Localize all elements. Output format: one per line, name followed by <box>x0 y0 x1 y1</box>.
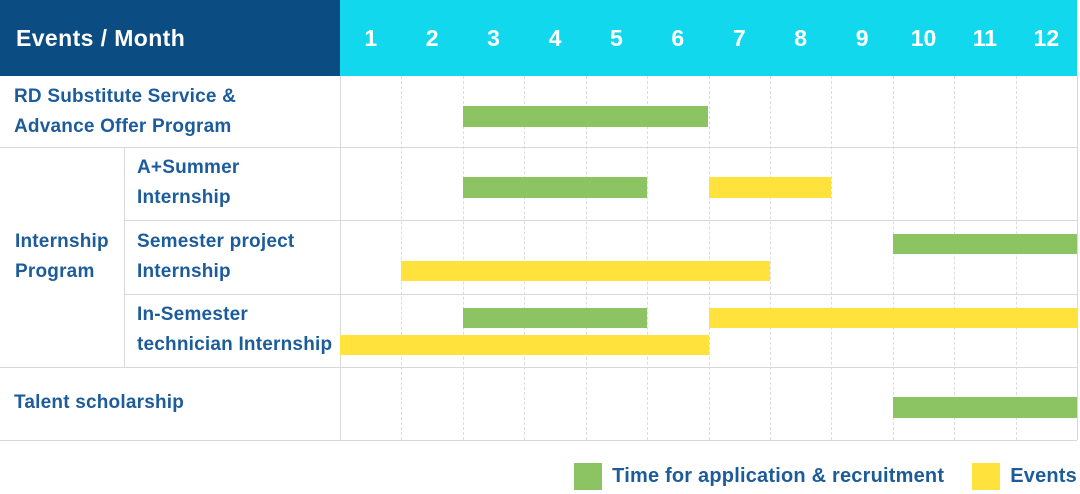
grid-hline <box>0 440 1077 441</box>
group-label-line: Internship <box>15 230 109 252</box>
grid-vline <box>462 76 464 440</box>
legend-label-application: Time for application & recruitment <box>612 464 945 487</box>
month-label: 6 <box>671 24 685 51</box>
grid-vline <box>124 147 125 367</box>
row-label-line: Talent scholarship <box>14 392 185 413</box>
month-label: 4 <box>548 24 562 51</box>
header-corner: Events / Month <box>0 0 340 76</box>
grid-hline <box>124 294 1077 295</box>
row-label-line: In-Semester <box>137 304 248 325</box>
row-label-semester-project-internship: Semester project Internship <box>124 219 340 294</box>
month-label: 9 <box>855 24 869 51</box>
row-label-line: RD Substitute Service & <box>14 85 237 107</box>
row-label-line: Semester project <box>137 230 295 252</box>
legend-swatch-application <box>574 462 603 490</box>
gantt-bar-application-row5 <box>892 396 1077 418</box>
month-label: 12 <box>1033 24 1060 51</box>
gantt-bar-event-row4 <box>708 308 1077 328</box>
grid-vline <box>769 76 771 440</box>
grid-vline <box>708 76 710 440</box>
legend-label-events: Events <box>1010 464 1077 487</box>
row-label-a-plus-summer-internship: A+Summer Internship <box>124 147 340 219</box>
gantt-bar-application-row4 <box>462 308 648 328</box>
row-label-line: technician Internship <box>137 334 333 355</box>
grid-vline <box>1015 76 1017 440</box>
gantt-bar-application-row1 <box>462 106 709 127</box>
row-label-line: Advance Offer Program <box>14 115 232 137</box>
row-label-rd-substitute-service: RD Substitute Service & Advance Offer Pr… <box>0 76 340 147</box>
gantt-bar-event-row3 <box>401 260 770 281</box>
month-label: 8 <box>794 24 808 51</box>
grid-vline <box>831 76 833 440</box>
grid-hline <box>0 366 1077 368</box>
month-label: 11 <box>972 24 998 51</box>
row-label-in-semester-technician-internship: In-Semester technician Internship <box>124 294 340 366</box>
month-label: 10 <box>910 24 937 51</box>
month-label: 5 <box>610 24 623 51</box>
group-label-internship-program: Internship Program <box>0 147 124 366</box>
month-label: 2 <box>425 24 439 51</box>
month-label: 3 <box>487 24 500 51</box>
gantt-bar-application-row3 <box>892 233 1077 254</box>
month-label: 1 <box>364 24 378 51</box>
header-title: Events / Month <box>16 24 186 51</box>
legend: Time for application & recruitment Event… <box>574 462 1077 490</box>
grid-vline <box>954 76 956 440</box>
group-label-line: Program <box>15 260 95 282</box>
month-header-row: 1 2 3 4 5 6 7 8 9 10 11 12 <box>340 0 1077 76</box>
gantt-bar-event-row2 <box>708 177 832 198</box>
row-label-line: Internship <box>137 260 231 282</box>
grid-vline <box>585 76 587 440</box>
grid-vline <box>401 76 403 440</box>
month-label: 7 <box>732 24 746 51</box>
grid-vline <box>647 76 649 440</box>
legend-swatch-events <box>972 462 1001 490</box>
grid-vline <box>892 76 894 440</box>
grid-vline <box>1077 76 1078 440</box>
row-label-line: A+Summer <box>137 157 240 178</box>
grid-vline <box>340 76 341 440</box>
gantt-bar-application-row2 <box>462 177 648 198</box>
gantt-bar-event-row4 <box>340 335 709 355</box>
grid-hline <box>124 219 1077 221</box>
row-label-talent-scholarship: Talent scholarship <box>0 366 340 440</box>
grid-vline <box>524 76 526 440</box>
row-label-line: Internship <box>137 187 231 208</box>
grid-hline <box>0 147 1077 148</box>
